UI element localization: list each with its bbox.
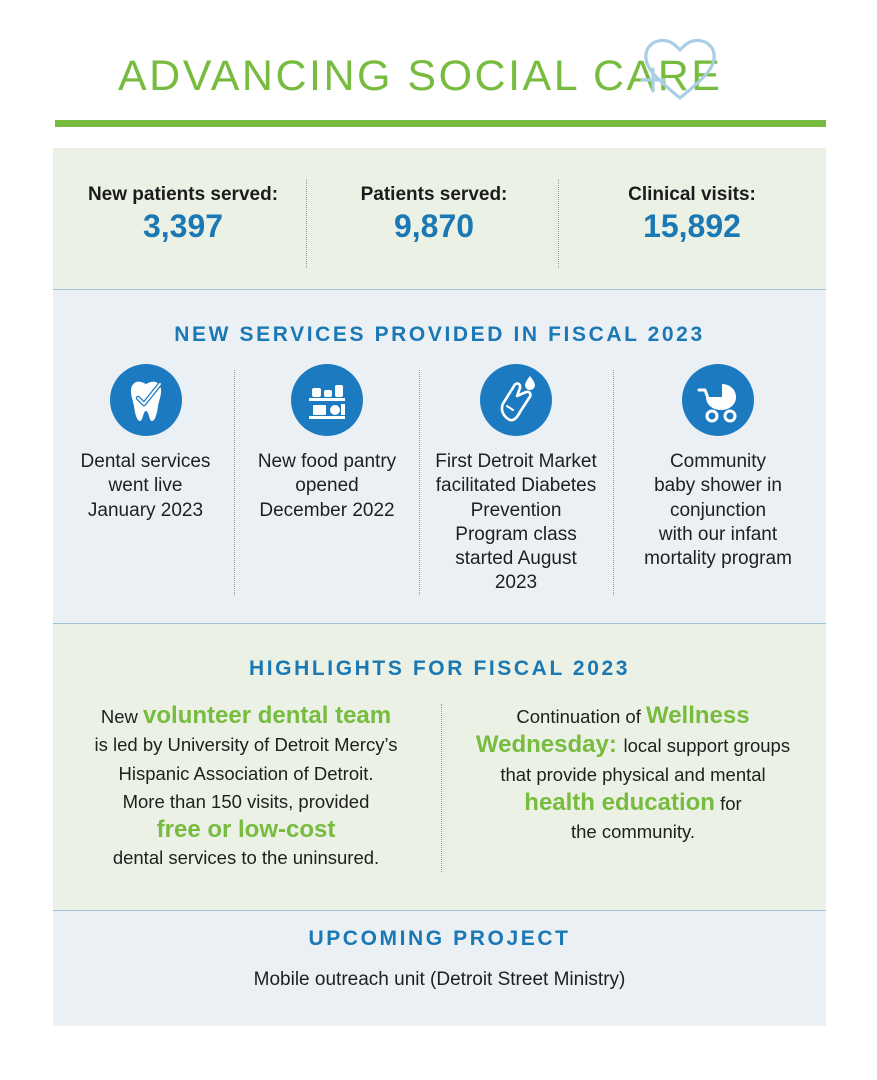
service-divider [419, 370, 420, 595]
service-divider [613, 370, 614, 595]
service-baby-shower: Community baby shower in conjunction wit… [623, 364, 813, 571]
stat-value: 9,870 [393, 208, 475, 244]
service-diabetes-program: First Detroit Market facilitated Diabete… [423, 364, 609, 596]
upcoming-description: Mobile outreach unit (Detroit Street Min… [253, 969, 626, 990]
service-food-pantry: New food pantry opened December 2022 [243, 364, 411, 523]
stat-value: 3,397 [142, 208, 224, 244]
service-description: Community baby shower in conjunction wit… [644, 451, 792, 570]
services-heading: NEW SERVICES PROVIDED IN FISCAL 2023 [174, 323, 705, 346]
heart-plus-icon [640, 38, 716, 100]
stat-divider [558, 179, 559, 268]
stat-clinical-visits: Clinical visits: 15,892 [567, 184, 817, 245]
highlight-wellness-wednesday: Continuation of Wellness Wednesday: loca… [475, 702, 791, 843]
service-description: Dental services went live January 2023 [80, 451, 211, 521]
upcoming-heading: UPCOMING PROJECT [308, 927, 571, 950]
stat-value: 15,892 [643, 208, 741, 244]
upcoming-panel: UPCOMING PROJECT Mobile outreach unit (D… [53, 911, 826, 1026]
baby-carriage-icon [682, 364, 754, 436]
finger-prick-blood-drop-icon [480, 364, 552, 436]
stat-label: Clinical visits: [628, 184, 756, 205]
services-panel: NEW SERVICES PROVIDED IN FISCAL 2023 Den… [53, 290, 826, 624]
highlights-heading: HIGHLIGHTS FOR FISCAL 2023 [248, 657, 631, 680]
food-pantry-shelf-icon [291, 364, 363, 436]
highlights-panel: HIGHLIGHTS FOR FISCAL 2023 New volunteer… [53, 624, 826, 911]
service-divider [234, 370, 235, 595]
stat-label: New patients served: [87, 184, 279, 205]
service-description: New food pantry opened December 2022 [257, 451, 397, 521]
page-title: ADVANCING SOCIAL CARE [118, 52, 723, 100]
stat-patients-served: Patients served: 9,870 [309, 184, 559, 245]
service-dental: Dental services went live January 2023 [58, 364, 233, 523]
tooth-check-icon [109, 364, 182, 436]
stat-new-patients: New patients served: 3,397 [58, 184, 308, 245]
highlight-divider [441, 704, 442, 872]
title-underline [55, 120, 826, 127]
stat-divider [306, 179, 307, 268]
stats-panel: New patients served: 3,397 Patients serv… [53, 148, 826, 290]
highlight-dental-team: New volunteer dental team is led by Univ… [94, 702, 398, 869]
service-description: First Detroit Market facilitated Diabete… [435, 451, 597, 594]
stat-label: Patients served: [360, 184, 508, 205]
